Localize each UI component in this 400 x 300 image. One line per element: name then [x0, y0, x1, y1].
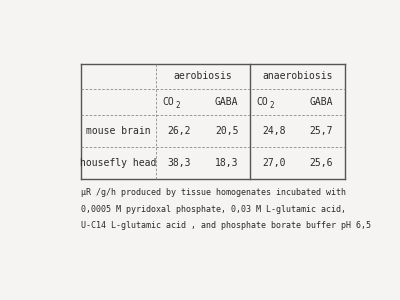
- Text: μR /g/h produced by tissue homogenates incubated with: μR /g/h produced by tissue homogenates i…: [81, 188, 346, 197]
- Text: housefly head: housefly head: [80, 158, 157, 168]
- Text: mouse brain: mouse brain: [86, 126, 151, 136]
- Text: 18,3: 18,3: [215, 158, 238, 168]
- Text: 0,0005 M pyridoxal phosphate, 0,03 M L-glutamic acid,: 0,0005 M pyridoxal phosphate, 0,03 M L-g…: [81, 205, 346, 214]
- Text: 24,8: 24,8: [262, 126, 286, 136]
- Text: aerobiosis: aerobiosis: [174, 71, 232, 81]
- Text: GABA: GABA: [309, 97, 333, 107]
- Text: GABA: GABA: [215, 97, 238, 107]
- Text: 27,0: 27,0: [262, 158, 286, 168]
- Text: U-C14 L-glutamic acid , and phosphate borate buffer pH 6,5: U-C14 L-glutamic acid , and phosphate bo…: [81, 221, 371, 230]
- Text: 26,2: 26,2: [168, 126, 191, 136]
- Text: 2: 2: [270, 101, 274, 110]
- Text: 20,5: 20,5: [215, 126, 238, 136]
- Text: 38,3: 38,3: [168, 158, 191, 168]
- Text: 25,7: 25,7: [309, 126, 333, 136]
- Text: anaerobiosis: anaerobiosis: [262, 71, 332, 81]
- Text: 2: 2: [175, 101, 180, 110]
- Text: CO: CO: [162, 97, 174, 107]
- Text: 25,6: 25,6: [309, 158, 333, 168]
- Text: CO: CO: [256, 97, 268, 107]
